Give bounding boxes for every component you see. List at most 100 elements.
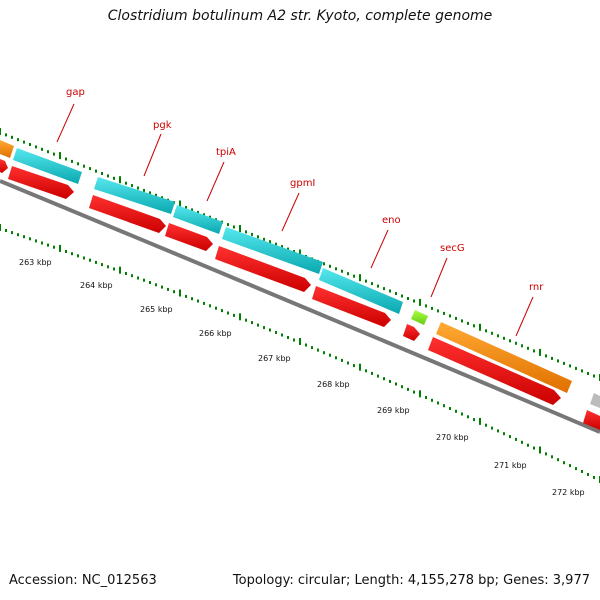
outer-tick-27: [161, 196, 163, 200]
scale-tick-24: [143, 278, 145, 282]
scale-label-272: 272 kbp: [552, 488, 585, 497]
outer-tick-12: [71, 159, 73, 163]
outer-tick-8: [47, 150, 49, 154]
scale-ticks: [0, 224, 600, 483]
outer-tick-94: [563, 361, 565, 365]
scale-label-268: 268 kbp: [317, 380, 350, 389]
scale-label-270: 270 kbp: [436, 433, 469, 442]
scale-tick-2: [11, 231, 13, 235]
gray-feature-right: [590, 393, 600, 408]
outer-tick-67: [401, 294, 403, 298]
outer-tick-83: [497, 334, 499, 338]
outer-tick-98: [587, 372, 589, 375]
scale-tick-60: [359, 363, 361, 371]
scale-tick-44: [263, 326, 265, 330]
outer-tick-78: [467, 321, 469, 325]
outer-tick-89: [533, 349, 535, 353]
outer-tick-85: [509, 339, 511, 343]
outer-tick-65: [389, 289, 391, 293]
red-feature-5: [312, 286, 391, 327]
outer-tick-92: [551, 356, 553, 360]
gene-label-rnr: rnr: [529, 282, 544, 293]
leader-tpiA: [206, 161, 225, 202]
scale-tick-38: [227, 311, 229, 315]
scale-tick-12: [71, 252, 73, 256]
scale-tick-93: [557, 458, 559, 462]
outer-tick-14: [83, 164, 85, 168]
outer-tick-90: [539, 348, 541, 356]
scale-tick-57: [341, 358, 343, 362]
scale-tick-4: [23, 235, 25, 239]
outer-tick-54: [323, 262, 325, 266]
outer-tick-81: [485, 329, 487, 333]
outer-tick-1: [5, 133, 7, 137]
scale-tick-9: [53, 245, 55, 249]
scale-tick-79: [473, 418, 475, 422]
outer-tick-2: [11, 135, 13, 139]
scale-tick-88: [527, 443, 529, 447]
scale-tick-6: [35, 239, 37, 243]
scale-tick-70: [419, 390, 421, 398]
outer-tick-57: [341, 269, 343, 273]
outer-tick-79: [473, 324, 475, 328]
outer-tick-32: [191, 208, 193, 212]
scale-tick-49: [293, 338, 295, 342]
outer-tick-76: [455, 316, 457, 320]
scale-tick-37: [221, 309, 223, 313]
outer-tick-70: [419, 298, 421, 306]
outer-tick-16: [95, 169, 97, 173]
scale-tick-1: [5, 229, 7, 232]
map-title: Clostridium botulinum A2 str. Kyoto, com…: [107, 8, 493, 24]
scale-tick-39: [233, 313, 235, 317]
red-feature-2: [89, 195, 166, 233]
scale-tick-22: [131, 274, 133, 278]
scale-label-269: 269 kbp: [377, 406, 410, 415]
scale-tick-73: [437, 401, 439, 405]
outer-tick-18: [107, 174, 109, 178]
scale-tick-75: [449, 407, 451, 410]
scale-tick-23: [137, 276, 139, 280]
outer-tick-15: [89, 167, 91, 171]
scale-tick-16: [95, 260, 97, 264]
red-feature-7: [428, 337, 561, 405]
outer-tick-74: [443, 311, 445, 315]
outer-tick-41: [245, 230, 247, 234]
outer-tick-7: [41, 147, 43, 151]
scale-tick-21: [125, 272, 127, 275]
scale-tick-50: [299, 338, 301, 345]
scale-tick-80: [479, 417, 481, 425]
leader-gap: [56, 103, 75, 143]
scale-tick-8: [47, 243, 49, 247]
scale-tick-77: [461, 412, 463, 416]
scale-tick-51: [305, 343, 307, 347]
outer-tick-22: [131, 184, 133, 188]
outer-tick-43: [257, 235, 259, 239]
scale-tick-53: [317, 348, 319, 352]
label-leaders: [56, 103, 534, 337]
scale-label-263: 263 kbp: [19, 258, 52, 267]
scale-tick-61: [365, 369, 367, 373]
scale-tick-66: [395, 382, 397, 386]
scale-tick-14: [83, 256, 85, 260]
red-feature-4: [215, 246, 311, 292]
outer-tick-23: [137, 186, 139, 190]
scale-tick-82: [491, 426, 493, 430]
outer-tick-47: [281, 245, 283, 249]
scale-tick-29: [173, 290, 175, 294]
outer-tick-64: [383, 287, 385, 291]
scale-tick-20: [119, 266, 121, 274]
red-feature-1: [8, 166, 74, 199]
scale-tick-92: [551, 455, 553, 459]
cds-gap: [13, 148, 82, 184]
scale-tick-11: [65, 250, 67, 253]
red-feature-3: [165, 223, 213, 251]
outer-tick-21: [125, 181, 127, 185]
gene-label-gap: gap: [66, 87, 85, 98]
scale-tick-7: [41, 241, 43, 245]
scale-tick-74: [443, 404, 445, 408]
scale-tick-99: [593, 476, 595, 479]
scale-tick-36: [215, 306, 217, 310]
scale-tick-47: [281, 333, 283, 337]
scale-tick-35: [209, 304, 211, 308]
outer-tick-96: [575, 366, 577, 370]
